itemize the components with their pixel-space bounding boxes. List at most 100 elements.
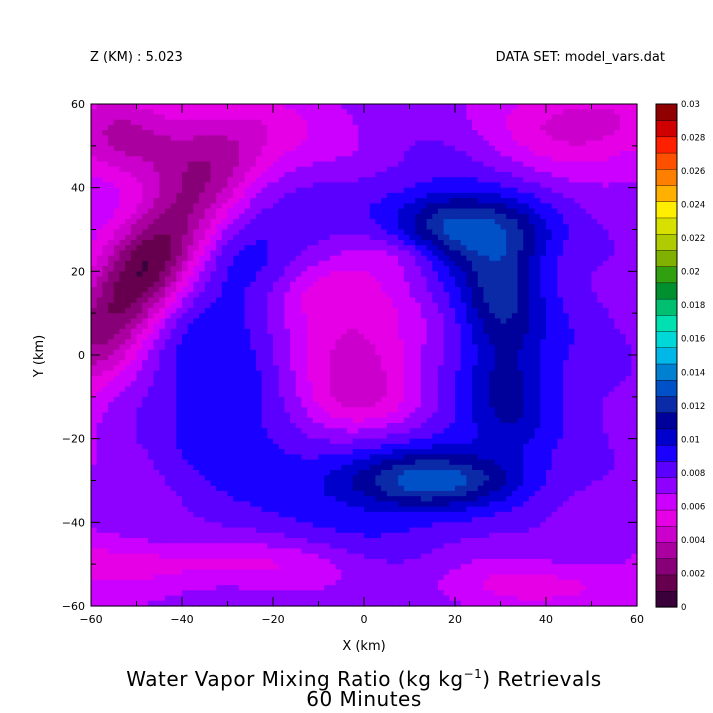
field-cell bbox=[460, 140, 467, 147]
field-cell bbox=[614, 266, 621, 272]
field-cell bbox=[563, 307, 570, 314]
field-cell bbox=[176, 166, 183, 173]
field-cell bbox=[574, 119, 581, 126]
field-cell bbox=[455, 266, 462, 272]
field-cell bbox=[460, 130, 467, 136]
field-cell bbox=[443, 166, 450, 173]
field-cell bbox=[472, 166, 479, 173]
field-cell bbox=[540, 213, 547, 220]
field-cell bbox=[153, 130, 160, 136]
field-cell bbox=[506, 166, 513, 173]
field-cell bbox=[511, 140, 519, 147]
field-cell bbox=[392, 355, 399, 361]
field-cell bbox=[142, 255, 149, 262]
field-cell bbox=[255, 130, 263, 136]
field-cell bbox=[517, 119, 524, 126]
field-cell bbox=[375, 224, 382, 231]
field-cell bbox=[329, 104, 337, 110]
field-cell bbox=[489, 145, 496, 152]
field-cell bbox=[250, 119, 257, 126]
field-cell bbox=[631, 287, 638, 293]
field-cell bbox=[147, 234, 155, 241]
field-cell bbox=[619, 114, 627, 121]
field-cell bbox=[227, 119, 234, 126]
field-cell bbox=[398, 245, 405, 252]
field-cell bbox=[449, 245, 456, 252]
field-cell bbox=[125, 171, 132, 178]
field-cell bbox=[187, 318, 194, 325]
field-cell bbox=[91, 271, 98, 278]
field-cell bbox=[551, 239, 558, 246]
field-cell bbox=[369, 171, 376, 178]
field-cell bbox=[358, 124, 365, 131]
field-cell bbox=[392, 171, 399, 178]
field-cell bbox=[523, 328, 530, 335]
field-cell bbox=[392, 370, 399, 377]
field-cell bbox=[608, 250, 615, 257]
field-cell bbox=[432, 145, 439, 152]
field-cell bbox=[227, 203, 234, 210]
field-cell bbox=[199, 219, 206, 225]
field-cell bbox=[460, 203, 467, 210]
field-cell bbox=[597, 344, 604, 351]
field-cell bbox=[534, 360, 541, 367]
field-cell bbox=[426, 224, 433, 231]
field-cell bbox=[511, 213, 519, 220]
field-cell bbox=[204, 224, 212, 231]
field-cell bbox=[352, 145, 359, 152]
field-cell bbox=[187, 171, 194, 178]
field-cell bbox=[619, 313, 627, 319]
field-cell bbox=[449, 271, 456, 278]
field-cell bbox=[546, 239, 553, 246]
field-cell bbox=[113, 219, 121, 225]
field-cell bbox=[597, 177, 604, 184]
field-cell bbox=[352, 255, 359, 262]
field-cell bbox=[153, 219, 160, 225]
field-cell bbox=[437, 124, 445, 131]
field-cell bbox=[409, 192, 416, 199]
field-cell bbox=[238, 187, 246, 194]
field-cell bbox=[591, 145, 598, 152]
field-cell bbox=[483, 177, 490, 184]
field-cell bbox=[546, 307, 553, 314]
field-cell bbox=[540, 281, 547, 288]
field-cell bbox=[199, 114, 206, 121]
field-cell bbox=[244, 281, 251, 288]
field-cell bbox=[238, 360, 246, 367]
field-cell bbox=[244, 219, 251, 225]
field-cell bbox=[284, 177, 291, 184]
field-cell bbox=[602, 323, 610, 330]
field-cell bbox=[403, 234, 411, 241]
field-cell bbox=[443, 365, 450, 372]
field-cell bbox=[96, 339, 103, 346]
field-cell bbox=[460, 292, 467, 299]
field-cell bbox=[329, 349, 337, 356]
field-cell bbox=[284, 239, 291, 246]
field-cell bbox=[489, 292, 496, 299]
field-cell bbox=[494, 109, 502, 116]
field-cell bbox=[125, 287, 132, 293]
field-cell bbox=[176, 344, 183, 351]
field-cell bbox=[221, 109, 229, 116]
field-cell bbox=[403, 266, 411, 272]
field-cell bbox=[182, 318, 189, 325]
field-cell bbox=[187, 140, 194, 147]
field-cell bbox=[125, 313, 132, 319]
field-cell bbox=[494, 255, 502, 262]
field-cell bbox=[284, 192, 291, 199]
field-cell bbox=[130, 245, 138, 252]
field-cell bbox=[506, 177, 513, 184]
field-cell bbox=[608, 109, 615, 116]
field-cell bbox=[130, 266, 138, 272]
field-cell bbox=[506, 104, 513, 110]
field-cell bbox=[125, 140, 132, 147]
field-cell bbox=[625, 334, 632, 340]
field-cell bbox=[153, 166, 160, 173]
field-cell bbox=[136, 255, 143, 262]
field-cell bbox=[375, 255, 382, 262]
field-cell bbox=[540, 208, 547, 215]
field-cell bbox=[517, 124, 524, 131]
field-cell bbox=[164, 156, 172, 163]
field-cell bbox=[358, 177, 365, 184]
field-cell bbox=[574, 318, 581, 325]
